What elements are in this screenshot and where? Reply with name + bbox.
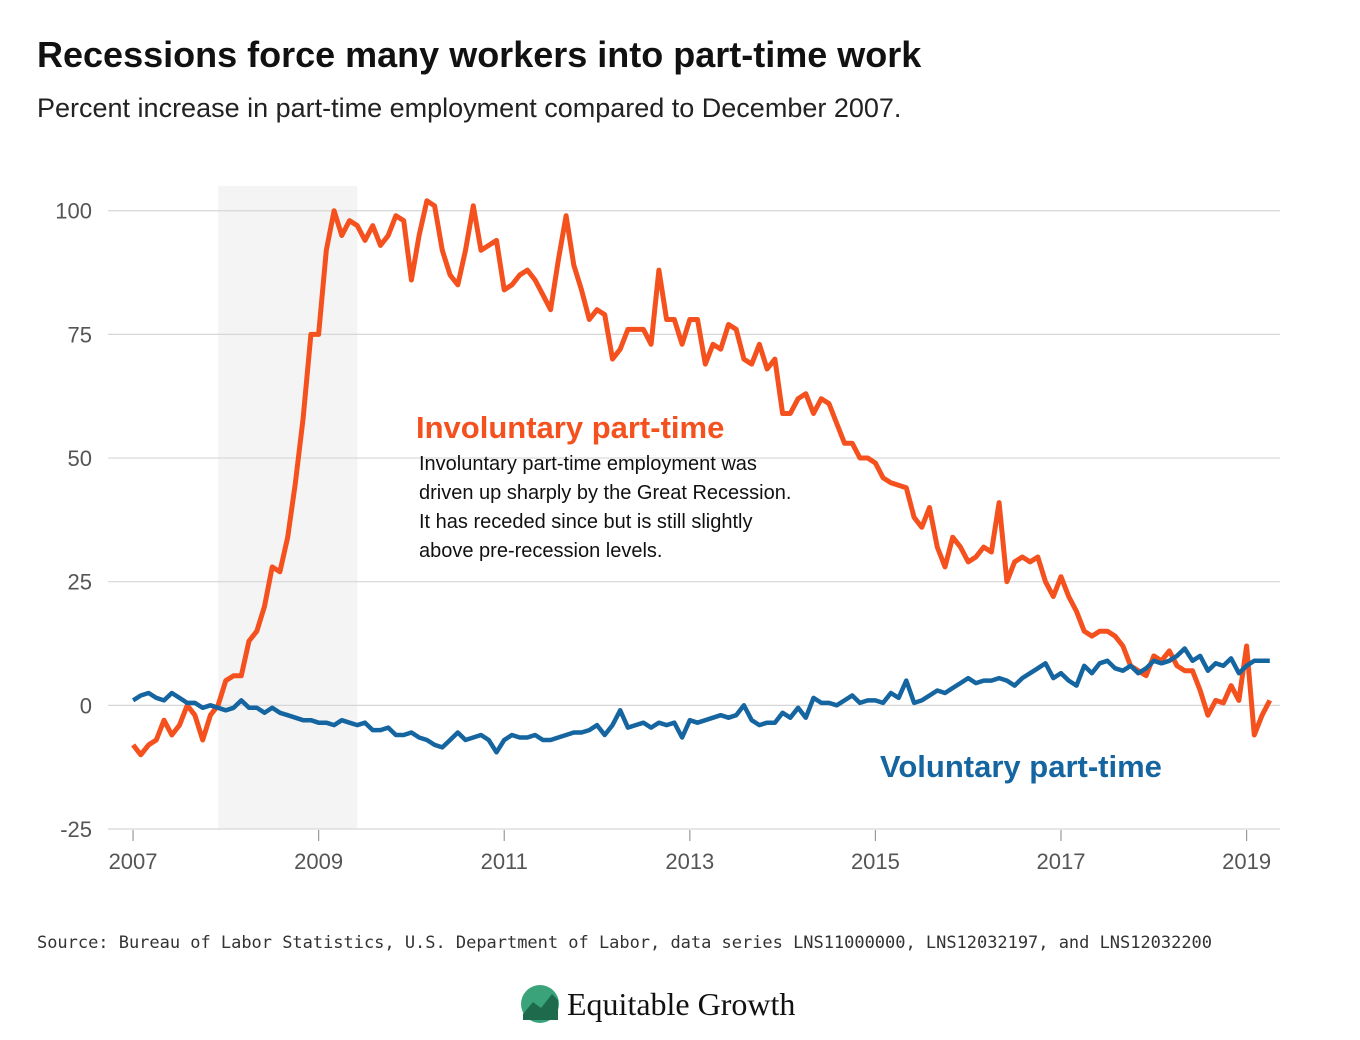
x-tick-label: 2015 bbox=[851, 849, 900, 874]
y-tick-label: 75 bbox=[68, 322, 92, 347]
plot: -25 0 25 50 75 100 2007 2009 2011 2013 2015 2017 201… bbox=[55, 186, 1280, 874]
x-tick-label: 2013 bbox=[665, 849, 714, 874]
source: Source: Bureau of Labor Statistics, U.S.… bbox=[37, 933, 1212, 953]
x-tick-label: 2011 bbox=[481, 849, 528, 874]
line-series bbox=[131, 646, 1270, 755]
x-tick-label: 2017 bbox=[1037, 849, 1086, 874]
x-tick-label: 2007 bbox=[109, 849, 158, 874]
y-tick-label: 100 bbox=[55, 199, 92, 224]
annotation: Involuntary part-time employment was bbox=[419, 453, 757, 475]
recession-shade bbox=[218, 186, 358, 829]
x-tick-label: 2019 bbox=[1222, 849, 1271, 874]
series-label: Voluntary part-time bbox=[880, 749, 1162, 784]
chart-subtitle: Percent increase in part-time employment… bbox=[37, 93, 901, 123]
line-series bbox=[131, 198, 1273, 758]
series-label: Involuntary part-time bbox=[416, 410, 724, 445]
annotation: It has receded since but is still slight… bbox=[419, 511, 753, 533]
y-tick-label: 25 bbox=[68, 570, 92, 595]
annotation: above pre-recession levels. bbox=[419, 540, 662, 562]
logo: Equitable Growth bbox=[521, 985, 795, 1023]
y-tick-label: 0 bbox=[80, 693, 92, 718]
brand: Equitable Growth bbox=[567, 986, 795, 1022]
y-tick-label: -25 bbox=[60, 817, 92, 842]
x-tick-label: 2009 bbox=[294, 849, 343, 874]
y-tick-label: 50 bbox=[68, 446, 92, 471]
logo-icon-chart bbox=[523, 994, 558, 1020]
chart-title: Recessions force many workers into part-… bbox=[37, 34, 922, 75]
annotation: driven up sharply by the Great Recession… bbox=[419, 482, 791, 504]
